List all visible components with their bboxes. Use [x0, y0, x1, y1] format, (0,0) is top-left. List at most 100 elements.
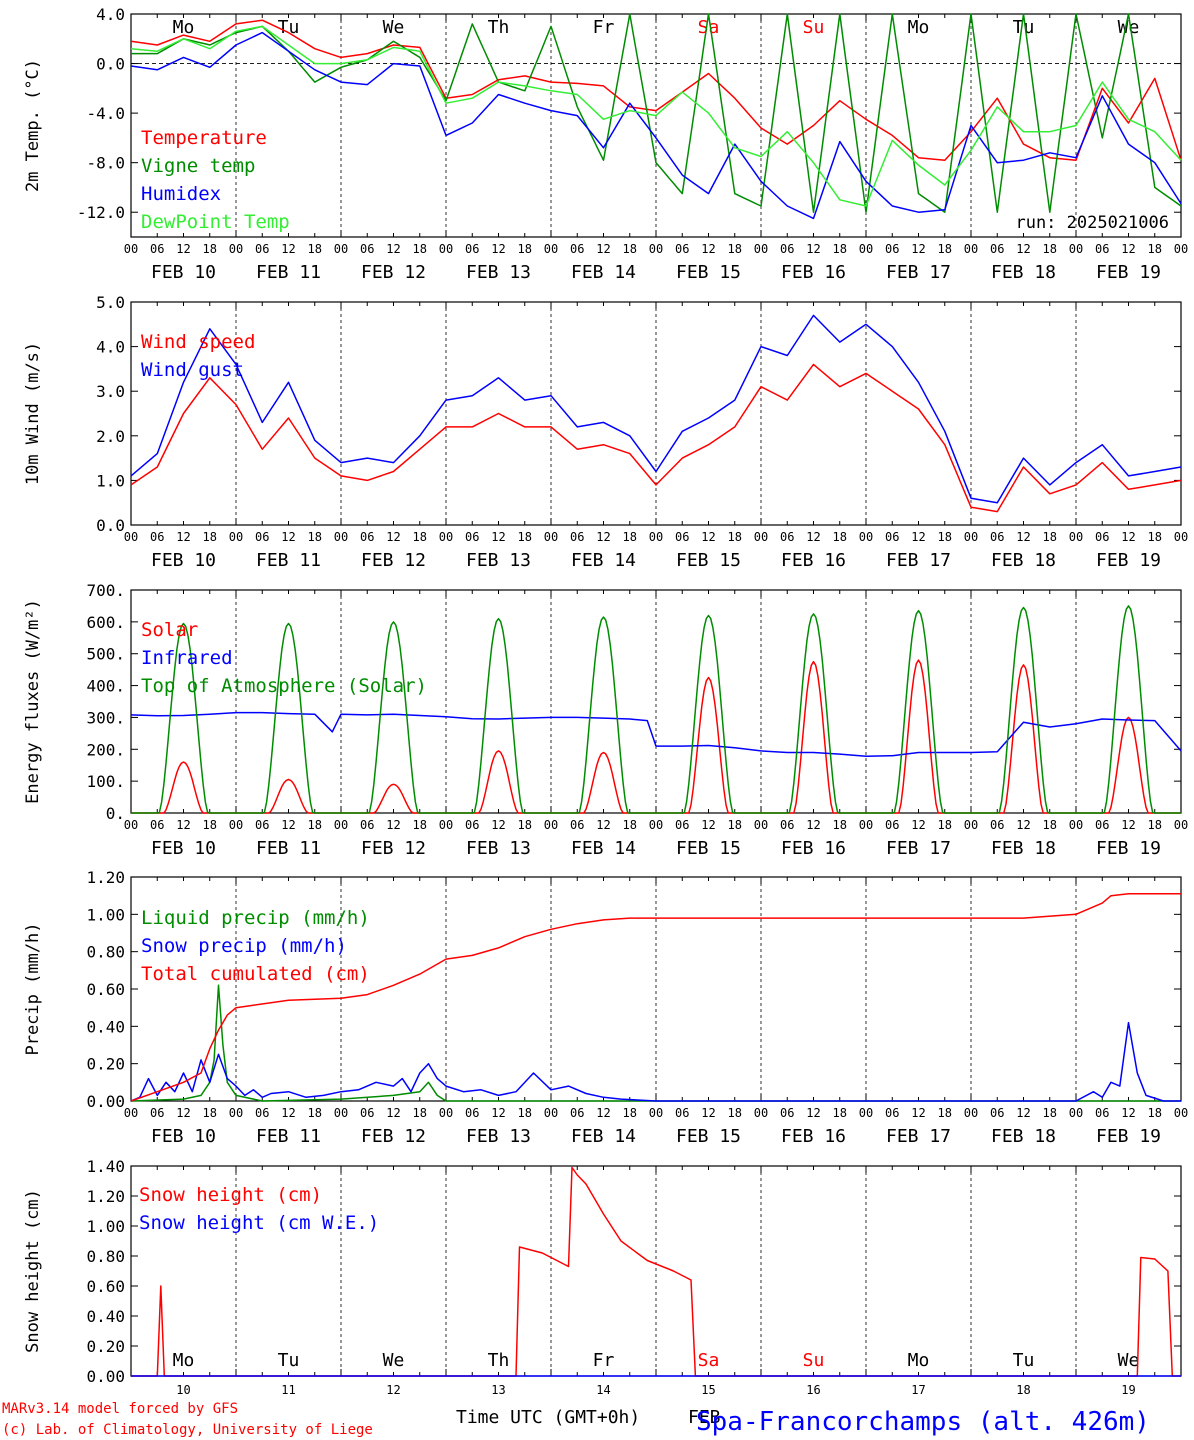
x-hour-label: 00: [1174, 530, 1188, 544]
x-hour-label: 12: [491, 1106, 505, 1120]
y-tick-label: 1.40: [86, 1157, 125, 1176]
x-day-label: 12: [386, 1383, 400, 1397]
x-hour-label: 00: [1174, 818, 1188, 832]
x-hour-label: 00: [1069, 1106, 1083, 1120]
x-hour-label: 12: [386, 818, 400, 832]
y-tick-label: 1.20: [86, 868, 125, 887]
date-label: FEB 15: [676, 550, 741, 571]
x-hour-label: 18: [413, 530, 427, 544]
date-label: FEB 10: [151, 550, 216, 571]
x-hour-label: 18: [518, 1106, 532, 1120]
x-hour-label: 06: [465, 1106, 479, 1120]
x-hour-label: 18: [518, 530, 532, 544]
y-tick-label: 100.: [86, 772, 125, 791]
date-label: FEB 14: [571, 838, 636, 859]
y-tick-label: 200.: [86, 740, 125, 759]
x-hour-label: 06: [570, 242, 584, 256]
x-hour-label: 18: [518, 242, 532, 256]
run-annotation: run: 2025021006: [1015, 213, 1169, 233]
series-line-wind-speed: [130, 363, 1182, 513]
x-hour-label: 00: [964, 242, 978, 256]
x-hour-label: 00: [439, 1106, 453, 1120]
date-label: FEB 12: [361, 550, 426, 571]
date-label: FEB 16: [781, 550, 846, 571]
date-label: FEB 10: [151, 262, 216, 283]
date-label: FEB 13: [466, 550, 531, 571]
series-line-wind-gust: [130, 314, 1182, 504]
x-hour-label: 00: [859, 818, 873, 832]
x-hour-label: 00: [229, 530, 243, 544]
x-hour-label: 06: [1095, 242, 1109, 256]
x-hour-label: 18: [413, 1106, 427, 1120]
x-day-label: 19: [1121, 1383, 1135, 1397]
x-hour-label: 00: [1069, 818, 1083, 832]
x-day-label: 10: [176, 1383, 190, 1397]
series-line-infrared: [130, 711, 1182, 758]
x-hour-label: 18: [1043, 818, 1057, 832]
y-tick-label: 0.40: [86, 1307, 125, 1326]
x-hour-label: 18: [308, 818, 322, 832]
y-tick-label: -12.0: [77, 203, 125, 222]
x-hour-label: 12: [281, 1106, 295, 1120]
x-hour-label: 18: [938, 818, 952, 832]
weekday-label: Mo: [908, 17, 930, 38]
x-hour-label: 12: [701, 1106, 715, 1120]
panel-temp: 4.0 0.0 -4.0 -8.0 -12.0 2m Temp. (°C) 00 06 12 18…: [23, 5, 1188, 283]
x-hour-label: 00: [1174, 1106, 1188, 1120]
x-hour-label: 00: [124, 1106, 138, 1120]
weekday-label: Sa: [698, 1350, 720, 1371]
date-label: FEB 19: [1096, 550, 1161, 571]
x-hour-label: 06: [570, 530, 584, 544]
x-hour-label: 12: [491, 818, 505, 832]
y-tick-label: 0.40: [86, 1017, 125, 1036]
weekday-label: We: [383, 1350, 405, 1371]
date-label: FEB 11: [256, 262, 321, 283]
x-hour-label: 18: [308, 242, 322, 256]
y-tick-label: 700.: [86, 581, 125, 600]
y-tick-label: 400.: [86, 677, 125, 696]
x-hour-label: 12: [176, 818, 190, 832]
x-hour-label: 18: [203, 818, 217, 832]
y-tick-label: 2.0: [96, 427, 125, 446]
x-hour-label: 12: [1016, 242, 1030, 256]
legend-entry: Humidex: [141, 183, 221, 205]
x-hour-label: 00: [439, 242, 453, 256]
x-hour-label: 18: [938, 530, 952, 544]
y-axis-label: 2m Temp. (°C): [23, 59, 43, 192]
x-hour-label: 12: [176, 1106, 190, 1120]
y-axis-label: Energy fluxes (W/m²): [23, 599, 43, 804]
x-hour-label: 18: [833, 1106, 847, 1120]
y-tick-label: 5.0: [96, 293, 125, 312]
x-hour-label: 06: [675, 242, 689, 256]
x-hour-label: 00: [544, 242, 558, 256]
x-hour-label: 06: [780, 818, 794, 832]
legend-entry: Top of Atmosphere (Solar): [141, 675, 427, 697]
x-hour-label: 00: [1069, 242, 1083, 256]
date-label: FEB 10: [151, 838, 216, 859]
panel-energy: 700. 600. 500. 400. 300. 200. 100. 0. Energy flu…: [23, 581, 1188, 859]
panel-precip: 1.20 1.00 0.80 0.60 0.40 0.20 0.00 Precip (mm/h…: [23, 868, 1188, 1147]
legend-entry: Temperature: [141, 127, 267, 149]
x-day-label: 11: [281, 1383, 295, 1397]
x-hour-label: 12: [596, 530, 610, 544]
date-label: FEB 15: [676, 1126, 741, 1147]
x-hour-label: 18: [728, 530, 742, 544]
x-hour-label: 06: [570, 818, 584, 832]
x-hour-label: 00: [229, 242, 243, 256]
plot-frame: [130, 301, 1182, 526]
weekday-label: Mo: [173, 17, 195, 38]
weekday-label: We: [1118, 17, 1140, 38]
x-hour-label: 06: [255, 1106, 269, 1120]
x-day-label: 16: [806, 1383, 820, 1397]
weekday-label: Tu: [1013, 17, 1035, 38]
x-hour-label: 06: [360, 530, 374, 544]
x-hour-label: 00: [229, 1106, 243, 1120]
date-label: FEB 10: [151, 1126, 216, 1147]
x-hour-label: 00: [964, 818, 978, 832]
y-tick-label: 0.80: [86, 1247, 125, 1266]
date-label: FEB 16: [781, 1126, 846, 1147]
x-hour-label: 06: [990, 1106, 1004, 1120]
weekday-label: Mo: [173, 1350, 195, 1371]
x-hour-label: 12: [491, 242, 505, 256]
lab-credit: (c) Lab. of Climatology, University of L…: [2, 1422, 373, 1438]
